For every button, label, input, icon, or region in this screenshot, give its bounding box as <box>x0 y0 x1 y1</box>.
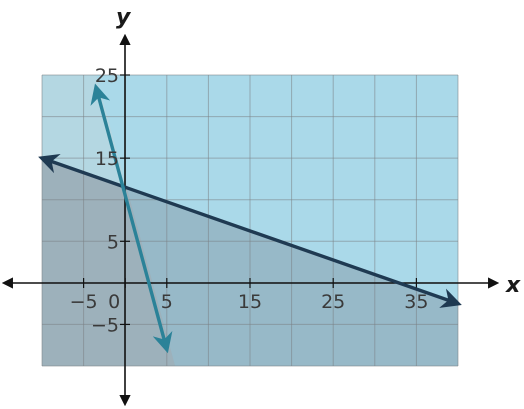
x-tick-label: 15 <box>238 291 262 313</box>
x-tick-label: 5 <box>161 291 173 313</box>
boundary-line-2 <box>90 83 173 354</box>
y-tick-label: 15 <box>95 148 119 170</box>
boundary-lines <box>38 83 462 354</box>
y-tick-label: 5 <box>107 231 119 253</box>
x-tick-label: 35 <box>404 291 428 313</box>
y-tick-label: 25 <box>95 65 119 87</box>
x-tick-label: 0 <box>108 291 120 313</box>
x-tick-label: 25 <box>321 291 345 313</box>
x-axis-label: x <box>505 273 521 298</box>
y-tick-label: −5 <box>91 314 119 336</box>
x-tick-label: −5 <box>70 291 98 313</box>
y-axis-label: y <box>116 5 132 30</box>
